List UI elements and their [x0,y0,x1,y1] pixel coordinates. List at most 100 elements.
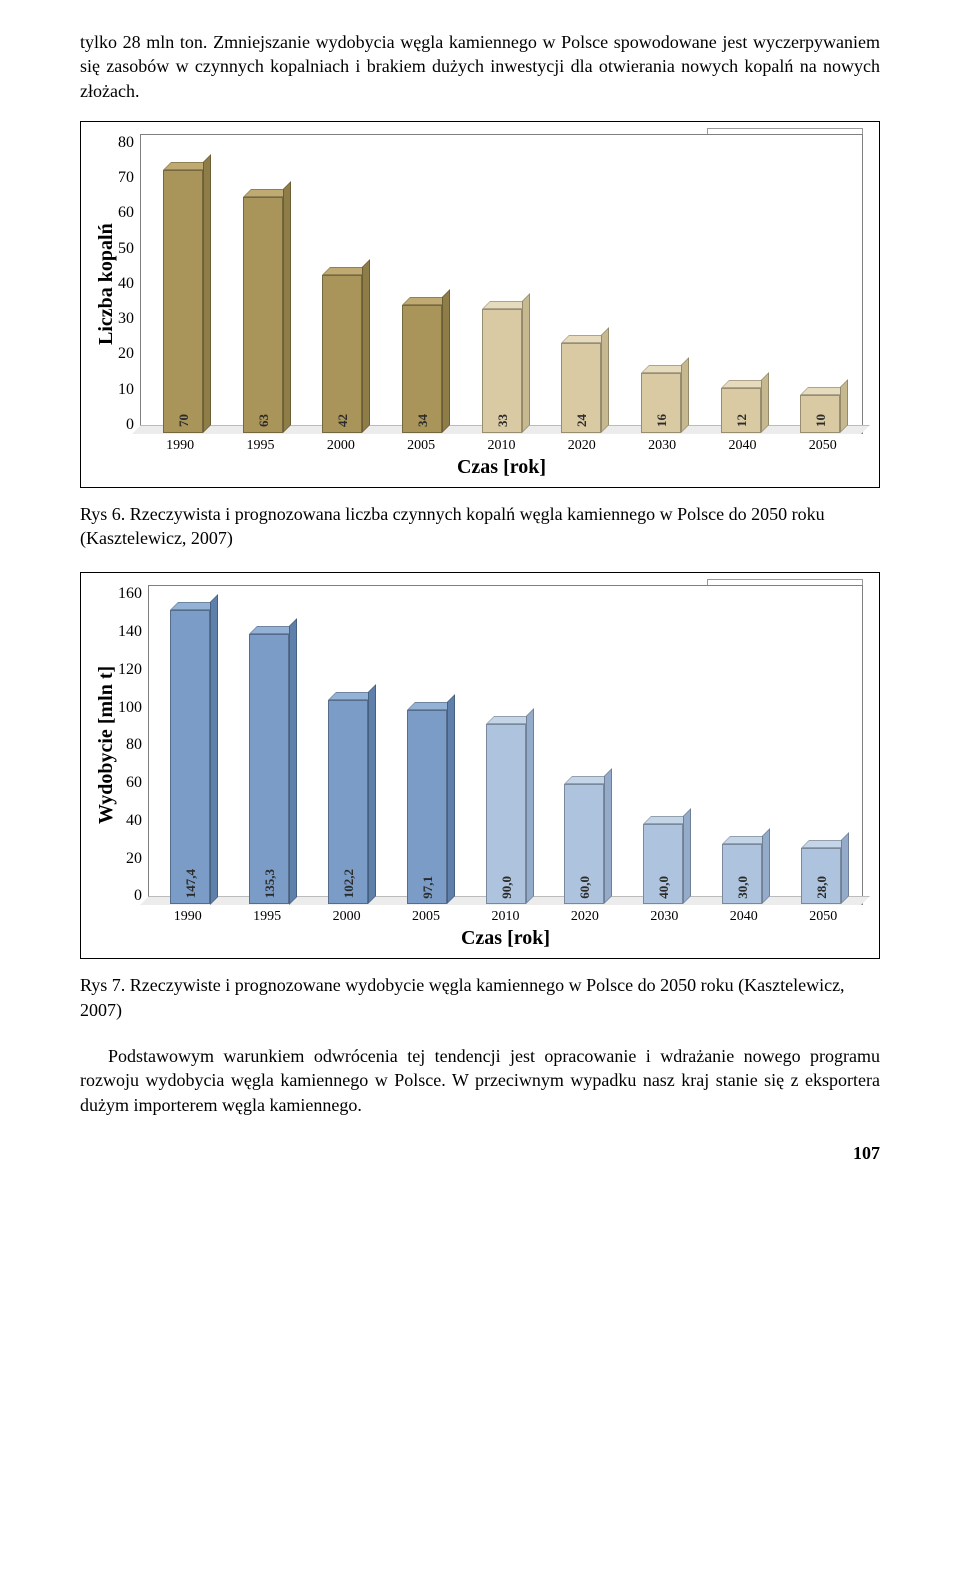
bar-value-label: 24 [574,414,590,427]
bar: 34 [402,305,442,433]
bar-slot: 28,0 [781,586,860,904]
bar-slot: 102,2 [309,586,388,904]
x-axis-ticks: 199019952000200520102020203020402050 [140,438,863,454]
y-tick: 0 [118,416,134,434]
y-tick: 30 [118,310,134,328]
x-axis-ticks: 1990 1995 2000 2005 2010 2020 2030 2040 2050 [148,909,863,925]
y-tick: 120 [118,661,142,679]
bar: 16 [641,373,681,433]
x-tick: 2050 [809,438,837,454]
y-axis-label: Liczba kopalń [91,134,118,434]
bar: 40,0 [643,824,683,904]
y-tick: 20 [118,345,134,363]
bar-side [604,768,612,904]
y-tick: 60 [118,774,142,792]
bar-slot: 147,4 [151,586,230,904]
y-tick: 60 [118,204,134,222]
x-tick: 2030 [650,909,678,925]
x-tick: 2020 [571,909,599,925]
bar-front [249,634,289,905]
bar-slot: 30,0 [702,586,781,904]
x-tick: 2005 [412,909,440,925]
x-tick: 2005 [407,438,435,454]
bars-container: 147,4 135,3 102,2 97,1 90,0 60,0 40,0 30,0 28,0 [149,586,862,904]
bar: 33 [482,309,522,433]
bar-side [442,289,450,433]
bar-value-label: 28,0 [814,876,830,899]
x-axis-label: Czas [rok] [148,927,863,950]
plot-area: 70 63 4234 33 24 16 12 10 [140,134,863,434]
bar-value-label: 102,2 [341,869,357,898]
bar-value-label: 10 [813,414,829,427]
x-tick: 1990 [166,438,194,454]
bar-front [163,170,203,433]
bar-slot: 40,0 [624,586,703,904]
bar-side [761,372,769,433]
bar: 24 [561,343,601,433]
bar: 30,0 [722,844,762,904]
bar-value-label: 147,4 [183,869,199,898]
y-tick: 100 [118,699,142,717]
bar-value-label: 135,3 [262,869,278,898]
bar-value-label: 12 [734,414,750,427]
caption-figure-6: Rys 6. Rzeczywista i prognozowana liczba… [80,502,880,551]
bar: 12 [721,388,761,433]
y-axis-label: Wydobycie [mln t] [91,585,118,905]
x-tick: 2020 [568,438,596,454]
y-tick: 160 [118,585,142,603]
x-tick: 2050 [809,909,837,925]
bar-slot: 12 [701,135,781,433]
x-tick: 1990 [174,909,202,925]
plot-area: 147,4 135,3 102,2 97,1 90,0 60,0 40,0 30,0 28,0 [148,585,863,905]
x-tick: 2010 [491,909,519,925]
intro-paragraph: tylko 28 mln ton. Zmniejszanie wydobycia… [80,30,880,103]
bar-side [210,594,218,905]
bar-front [170,610,210,905]
y-tick: 70 [118,169,134,187]
bar-side [289,618,297,905]
bar: 147,4 [170,610,210,905]
bar-side [681,357,689,433]
bar-side [762,828,770,904]
y-tick: 20 [118,850,142,868]
bar-slot: 60,0 [545,586,624,904]
bar-value-label: 97,1 [420,876,436,899]
bar-slot: 16 [621,135,701,433]
bar: 28,0 [801,848,841,904]
bar-side [841,832,849,904]
bar-side [362,259,370,433]
bar-value-label: 60,0 [577,876,593,899]
bar-front [322,275,362,433]
bar-value-label: 30,0 [735,876,751,899]
x-tick: 2000 [333,909,361,925]
bar-slot: 135,3 [230,586,309,904]
x-tick: 2030 [648,438,676,454]
x-tick: 1995 [253,909,281,925]
bar-side [283,181,291,433]
page-number: 107 [80,1143,880,1164]
y-tick: 50 [118,240,134,258]
y-tick: 10 [118,381,134,399]
bar-value-label: 70 [176,414,192,427]
x-axis-label: Czas [rok] [140,456,863,479]
bar-side [447,694,455,904]
bar: 60,0 [564,784,604,904]
bar-slot: 70 [143,135,223,433]
x-tick: 1995 [246,438,274,454]
bar-value-label: 16 [654,414,670,427]
x-tick: 2040 [730,909,758,925]
bar-slot: 63 [223,135,303,433]
y-tick: 40 [118,812,142,830]
y-tick: 80 [118,134,134,152]
bar-side [522,293,530,433]
bar-slot: 33 [462,135,542,433]
bar-slot: 97,1 [387,586,466,904]
bar-value-label: 40,0 [656,876,672,899]
bar-side [601,327,609,433]
bar-value-label: 63 [256,414,272,427]
bar-slot: 42 [302,135,382,433]
bar-slot: 90,0 [466,586,545,904]
bar: 97,1 [407,710,447,904]
x-tick: 2010 [487,438,515,454]
y-tick: 0 [118,887,142,905]
